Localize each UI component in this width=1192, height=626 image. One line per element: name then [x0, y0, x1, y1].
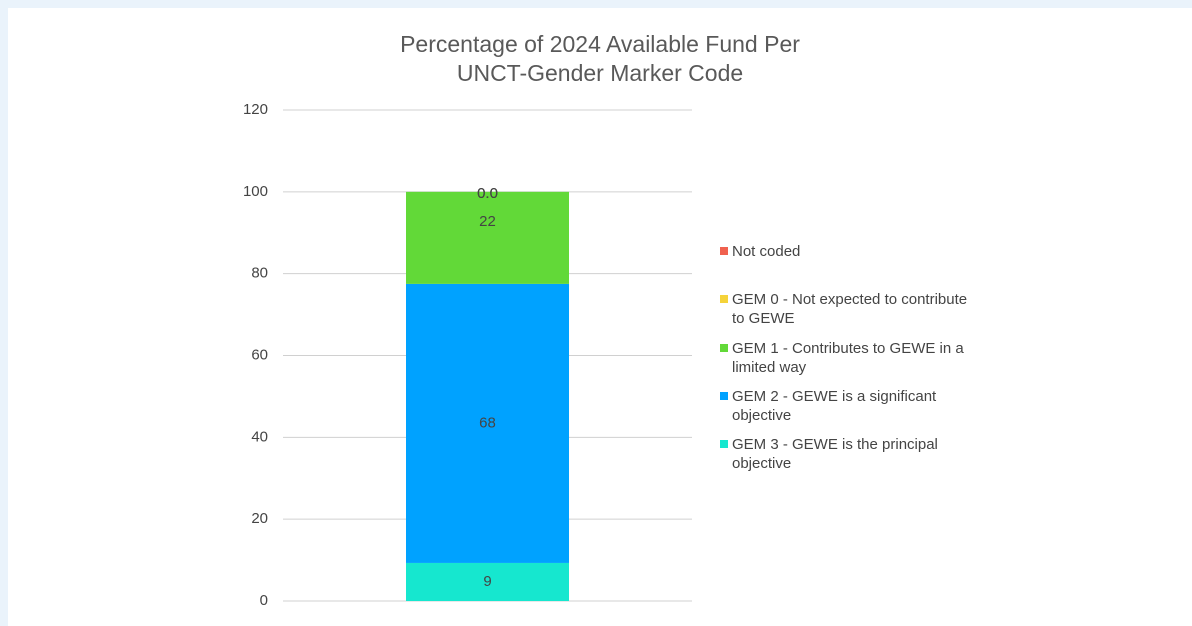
bar-segment [406, 191, 569, 284]
y-tick-label: 0 [260, 592, 268, 609]
data-label: 9 [483, 573, 491, 590]
y-tick-label: 80 [251, 265, 268, 282]
data-label: 0.0 [477, 185, 498, 202]
bar-segment [406, 283, 569, 563]
legend-swatch [720, 392, 728, 400]
legend-swatch [720, 247, 728, 255]
legend-entry: GEM 0 - Not expected to contribute to GE… [720, 290, 970, 328]
chart-title: Percentage of 2024 Available Fund Per UN… [400, 31, 800, 86]
y-tick-label: 40 [251, 428, 268, 445]
legend-label: GEM 1 - Contributes to GEWE in a limited… [732, 340, 964, 376]
data-label: 22 [479, 213, 496, 230]
legend-entry: GEM 3 - GEWE is the principal objective [720, 435, 970, 473]
y-tick-label: 120 [243, 101, 268, 118]
data-label: 0.0 [477, 185, 498, 202]
legend-entry: Not coded [720, 242, 970, 261]
panel [8, 8, 1192, 626]
legend-label: GEM 3 - GEWE is the principal objective [732, 436, 938, 472]
legend-entry: GEM 1 - Contributes to GEWE in a limited… [720, 339, 970, 377]
legend-entry: GEM 2 - GEWE is a significant objective [720, 387, 970, 425]
legend-label: Not coded [732, 243, 801, 260]
y-tick-label: 60 [251, 346, 268, 363]
legend-label: GEM 2 - GEWE is a significant objective [732, 388, 937, 424]
y-tick-label: 20 [251, 510, 268, 527]
data-label: 68 [479, 414, 496, 431]
y-tick-label: 100 [243, 183, 268, 200]
bar-segment [406, 562, 569, 601]
legend-swatch [720, 295, 728, 303]
legend-label: GEM 0 - Not expected to contribute to GE… [732, 291, 968, 327]
legend-swatch [720, 440, 728, 448]
legend-swatch [720, 344, 728, 352]
